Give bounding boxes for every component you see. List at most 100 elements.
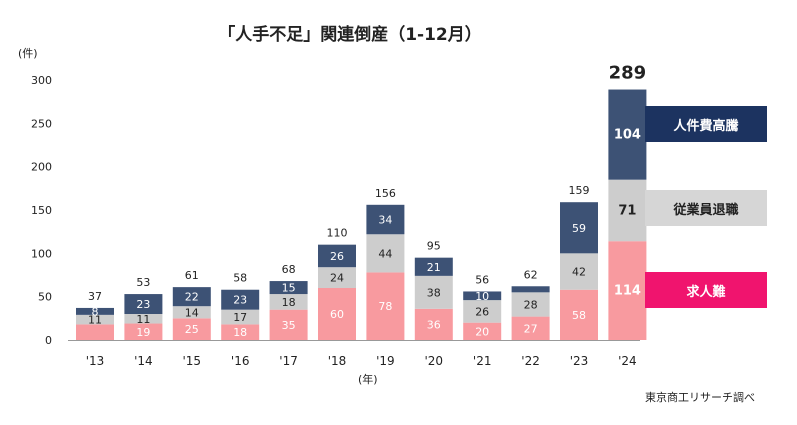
y-tick-label: 150 — [31, 204, 52, 217]
data-label: 26 — [475, 305, 489, 318]
y-tick-label: 200 — [31, 161, 52, 174]
data-label: 23 — [136, 298, 150, 311]
x-tick-label: '23 — [570, 354, 589, 368]
total-label: 156 — [375, 187, 396, 200]
data-label: 24 — [330, 272, 344, 285]
x-tick-label: '17 — [279, 354, 298, 368]
data-label: 104 — [614, 128, 641, 143]
bar-segment — [366, 272, 405, 340]
bar-segment — [463, 322, 502, 340]
total-label: 53 — [136, 276, 150, 289]
bar-segment — [414, 308, 453, 340]
data-label: 58 — [572, 309, 586, 322]
bar-segment — [76, 307, 114, 315]
x-tick-label: '14 — [134, 354, 153, 368]
legend-item-wage-rise: 人件費高騰 — [645, 106, 767, 142]
data-label: 21 — [427, 261, 441, 274]
bar-segment — [318, 288, 356, 340]
bar-segment — [124, 323, 163, 340]
bar-segment — [221, 289, 260, 310]
bar-segment — [511, 286, 550, 293]
data-label: 23 — [233, 294, 247, 307]
y-axis-label: (件) — [18, 47, 38, 60]
bar-segment — [463, 291, 502, 301]
bar-segment — [269, 281, 308, 295]
bar-segment — [172, 318, 211, 340]
bar-segment — [124, 314, 163, 324]
bar-segment — [269, 309, 308, 340]
data-label: 78 — [378, 300, 392, 313]
data-label: 17 — [233, 311, 247, 324]
legend-label: 従業員退職 — [673, 202, 739, 218]
total-label: 289 — [609, 63, 647, 84]
bar-segment — [608, 179, 647, 242]
data-label: 18 — [233, 326, 247, 339]
bar-segment — [318, 244, 356, 268]
bar-segment — [318, 267, 356, 288]
bar-segment — [608, 89, 647, 180]
data-label: 20 — [475, 325, 489, 338]
data-label: 26 — [330, 250, 344, 263]
data-label: 25 — [185, 323, 199, 336]
total-label: 58 — [233, 272, 247, 285]
bar-segment — [269, 294, 308, 310]
x-tick-label: '20 — [425, 354, 444, 368]
bar-segment — [172, 287, 211, 307]
legend-item-employee-resignation: 従業員退職 — [645, 190, 767, 226]
y-tick-label: 250 — [31, 117, 52, 130]
y-tick-label: 0 — [45, 334, 52, 347]
bar-segment — [560, 289, 598, 340]
source-note: 東京商工リサーチ調べ — [645, 391, 755, 404]
data-label: 59 — [572, 222, 586, 235]
bar-segment — [511, 316, 550, 340]
data-label: 114 — [614, 284, 641, 299]
data-label: 71 — [618, 203, 636, 218]
data-label: 19 — [136, 326, 150, 339]
data-label: 38 — [427, 286, 441, 299]
data-label: 22 — [185, 291, 199, 304]
total-label: 37 — [88, 290, 102, 303]
bar-segment — [560, 253, 598, 290]
data-label: 18 — [282, 296, 296, 309]
bar-segment — [221, 324, 260, 340]
data-label: 8 — [92, 305, 99, 318]
x-tick-label: '22 — [521, 354, 540, 368]
total-label: 159 — [569, 184, 590, 197]
x-tick-label: '19 — [376, 354, 395, 368]
data-label: 11 — [88, 314, 102, 327]
bar-segment — [124, 294, 163, 314]
chart-title: 「人手不足」関連倒産（1-12月） — [218, 25, 482, 45]
bar-segment — [511, 292, 550, 317]
x-tick-label: '13 — [86, 354, 105, 368]
bar-segment — [608, 241, 647, 340]
total-label: 95 — [427, 240, 441, 253]
data-label: 35 — [282, 319, 296, 332]
bar-segment — [463, 300, 502, 323]
total-label: 56 — [475, 273, 489, 286]
y-tick-label: 50 — [38, 291, 52, 304]
data-label: 10 — [475, 290, 489, 303]
bar-segment — [414, 257, 453, 276]
data-label: 27 — [524, 322, 538, 335]
data-label: 34 — [378, 214, 392, 227]
bar-segment — [366, 234, 405, 273]
x-tick-label: '16 — [231, 354, 250, 368]
x-tick-label: '21 — [473, 354, 492, 368]
y-tick-label: 100 — [31, 247, 52, 260]
bar-segment — [76, 324, 114, 340]
data-label: 36 — [427, 318, 441, 331]
data-label: 15 — [282, 282, 296, 295]
bar-segment — [560, 202, 598, 254]
x-tick-label: '15 — [183, 354, 202, 368]
legend-label: 求人難 — [686, 284, 726, 300]
y-tick-labels: 0 50 100 150 200 250 300 — [31, 74, 52, 347]
legend-label: 人件費高騰 — [673, 118, 739, 134]
data-label: 42 — [572, 266, 586, 279]
data-label: 14 — [185, 306, 199, 319]
bar-segment — [76, 314, 114, 325]
x-axis-label: (年) — [358, 372, 378, 386]
data-label: 28 — [524, 298, 538, 311]
y-tick-label: 300 — [31, 74, 52, 87]
bars: 11837'1319112353'1425142261'1518172358'1… — [76, 63, 647, 368]
